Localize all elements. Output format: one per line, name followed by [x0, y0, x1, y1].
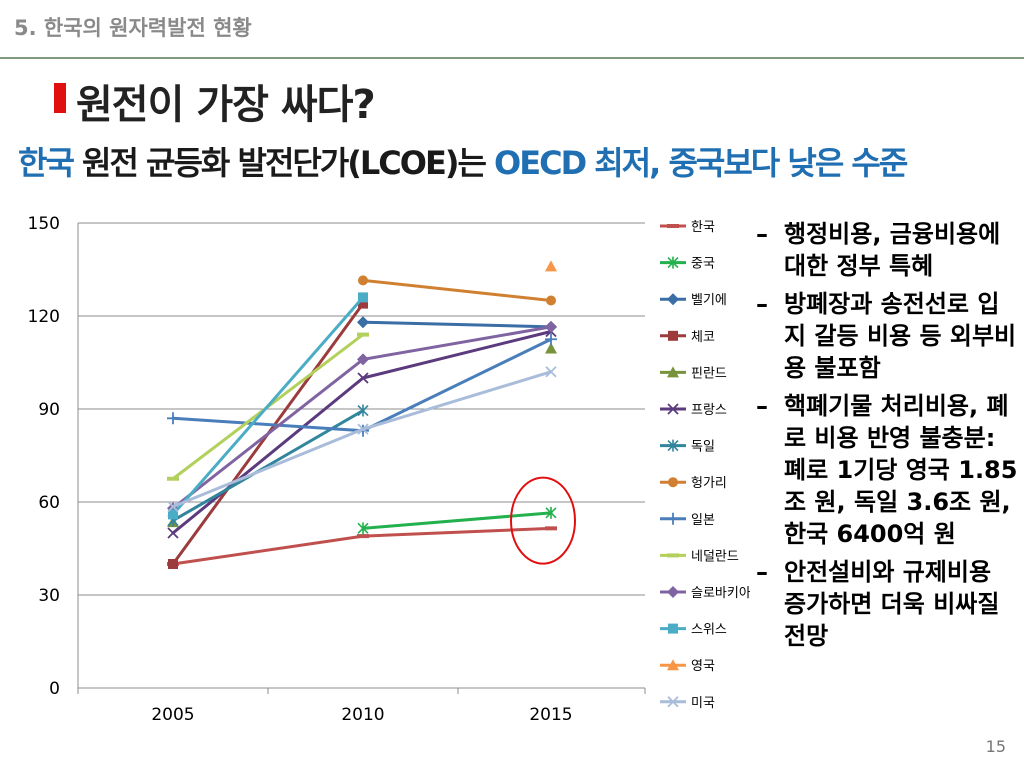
data-point	[545, 320, 557, 333]
legend-label: 체코	[691, 330, 715, 345]
subtitle-middle: 원전 균등화 발전단가(LCOE)는	[72, 144, 495, 182]
data-point	[545, 366, 557, 378]
data-point	[357, 404, 369, 417]
highlight-ellipse	[510, 476, 576, 565]
legend-label: 중국	[691, 257, 715, 272]
y-tick-label: 60	[38, 493, 60, 513]
bullet-item: 방폐장과 송전선로 입지 갈등 비용 등 외부비용 불포함	[756, 288, 1018, 384]
data-point	[357, 332, 369, 337]
series-line	[361, 337, 553, 433]
series-line	[171, 409, 365, 523]
data-point	[357, 522, 369, 535]
data-point	[358, 298, 368, 309]
series-line	[361, 526, 553, 538]
legend-marker	[667, 256, 679, 269]
slide-title: 원전이 가장 싸다?	[76, 82, 376, 128]
y-tick-label: 0	[49, 679, 60, 699]
series-line	[361, 325, 553, 361]
data-point	[167, 527, 179, 539]
series-line	[171, 427, 365, 509]
data-point	[357, 372, 369, 384]
legend-label: 일본	[691, 513, 715, 528]
lcoe-line-chart: 0 30 60 90 120 150 2005 2010 2015 한국중국벨기에체코핀란드프랑스…	[28, 214, 750, 725]
series-line	[361, 278, 553, 302]
data-point	[357, 353, 369, 366]
data-point	[545, 526, 557, 531]
legend-marker	[667, 439, 679, 452]
legend-marker	[667, 403, 679, 415]
legend-marker	[668, 330, 678, 341]
legend-label: 영국	[691, 659, 715, 674]
series-line	[171, 534, 365, 566]
x-tick-label: 2010	[341, 705, 384, 725]
legend-marker	[667, 512, 679, 525]
header-divider	[0, 57, 1024, 59]
data-point	[357, 423, 369, 435]
series-line	[171, 295, 365, 516]
legend-marker	[667, 553, 679, 558]
legend-label: 벨기에	[691, 293, 727, 308]
legend-marker	[667, 659, 679, 671]
legend-marker	[667, 586, 679, 598]
series-line	[171, 416, 365, 433]
data-point	[357, 316, 369, 329]
subtitle-highlight-oecd: OECD 최저, 중국보다 낮은 수준	[494, 144, 908, 182]
legend-marker	[667, 224, 679, 228]
data-point	[167, 412, 179, 425]
title-marker	[54, 83, 66, 113]
data-point	[167, 501, 179, 513]
bullet-item: 핵폐기물 처리비용, 폐로 비용 반영 불충분: 폐로 1기당 영국 1.85조…	[756, 390, 1018, 550]
data-point	[168, 509, 178, 520]
legend-label: 핀란드	[691, 366, 727, 381]
y-tick-label: 120	[28, 307, 60, 327]
y-tick-label: 30	[38, 586, 60, 606]
bullet-item: 행정비용, 금융비용에 대한 정부 특혜	[756, 218, 1018, 282]
section-title: 5. 한국의 원자력발전 현황	[14, 16, 252, 40]
data-point	[546, 295, 556, 306]
legend-marker	[668, 477, 678, 488]
legend-marker	[668, 623, 678, 634]
bullet-list: 행정비용, 금융비용에 대한 정부 특혜 방폐장과 송전선로 입지 갈등 비용 …	[756, 218, 1018, 658]
legend-label: 네덜란드	[691, 549, 739, 564]
x-tick-label: 2015	[529, 705, 572, 725]
y-tick-label: 150	[28, 214, 60, 234]
slide-subtitle: 한국 원전 균등화 발전단가(LCOE)는 OECD 최저, 중국보다 낮은 수…	[18, 138, 908, 184]
legend-label: 헝가리	[691, 476, 727, 491]
series-line	[361, 320, 553, 329]
bullet-item: 안전설비와 규제비용 증가하면 더욱 비싸질 전망	[756, 556, 1018, 652]
legend-label: 독일	[691, 440, 715, 455]
data-point	[358, 275, 368, 286]
legend-label: 프랑스	[691, 403, 727, 418]
legend-label: 한국	[691, 220, 715, 235]
series-line	[361, 330, 553, 380]
data-point	[357, 534, 369, 539]
legend-label: 스위스	[691, 623, 727, 638]
legend-marker	[667, 696, 679, 708]
page-number: 15	[985, 737, 1006, 756]
data-point	[545, 260, 557, 272]
data-point	[545, 342, 557, 354]
data-point	[545, 506, 557, 519]
x-tick-label: 2005	[151, 705, 194, 725]
series-line	[361, 511, 553, 530]
data-point	[358, 292, 368, 303]
data-point	[545, 333, 557, 346]
series-line	[171, 376, 365, 535]
y-tick-label: 90	[38, 400, 60, 420]
data-point	[168, 559, 178, 569]
legend-marker	[667, 293, 679, 306]
legend-label: 미국	[691, 696, 715, 711]
legend-marker	[667, 366, 679, 378]
subtitle-highlight-korea: 한국	[18, 144, 75, 182]
series-line	[171, 357, 365, 510]
legend-label: 슬로바키아	[691, 586, 750, 601]
data-point	[167, 476, 179, 481]
series-line	[361, 370, 553, 431]
